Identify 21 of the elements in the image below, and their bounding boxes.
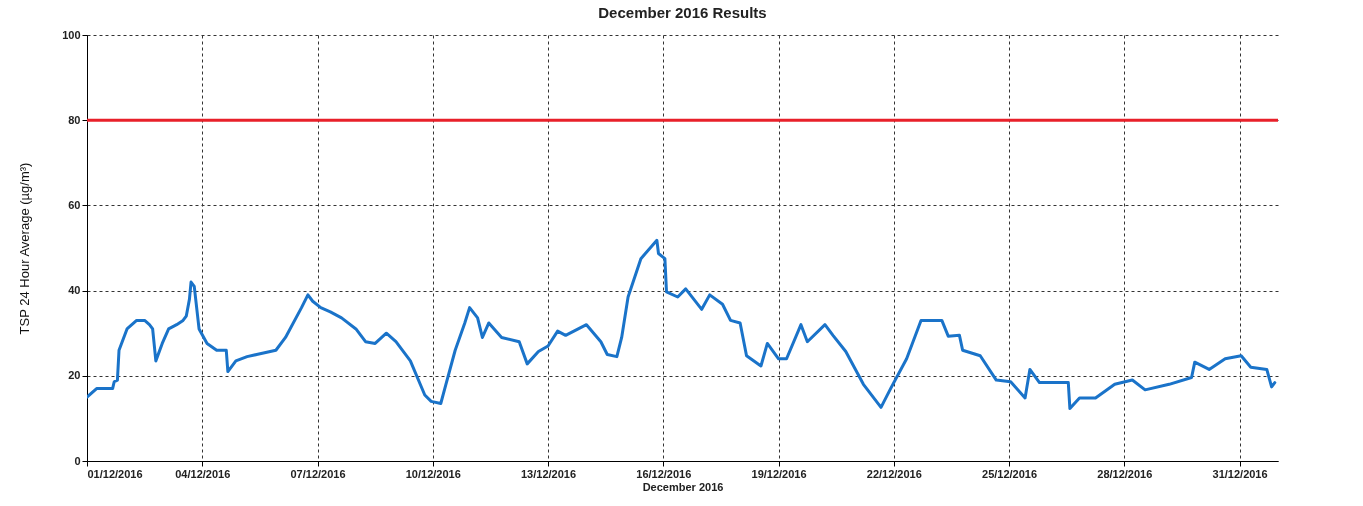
x-tick-label: 07/12/2016 (290, 467, 346, 480)
x-tick-label: 01/12/2016 (87, 467, 143, 480)
y-axis-title: TSP 24 Hour Average (µg/m³) (17, 162, 33, 335)
x-tick-label: 19/12/2016 (751, 467, 807, 480)
y-tick-label: 0 (74, 454, 81, 467)
x-tick-label: 25/12/2016 (982, 467, 1038, 480)
line-series (87, 238, 1277, 411)
x-tick-label: 13/12/2016 (521, 467, 577, 480)
chart-title: December 2016 Results (598, 4, 767, 21)
y-tick-label: 20 (68, 369, 81, 382)
x-tick-label: 22/12/2016 (866, 467, 922, 480)
x-tick-label: 28/12/2016 (1097, 467, 1153, 480)
x-tick-label: 16/12/2016 (636, 467, 692, 480)
x-tick-label: 31/12/2016 (1212, 467, 1268, 480)
x-axis-title: December 2016 (642, 480, 724, 493)
y-tick-label: 80 (68, 113, 81, 126)
y-tick-label: 100 (62, 28, 81, 41)
y-tick-label: 40 (68, 284, 81, 297)
x-tick-label: 04/12/2016 (175, 467, 231, 480)
x-tick-label: 10/12/2016 (405, 467, 461, 480)
y-tick-label: 60 (68, 198, 81, 211)
